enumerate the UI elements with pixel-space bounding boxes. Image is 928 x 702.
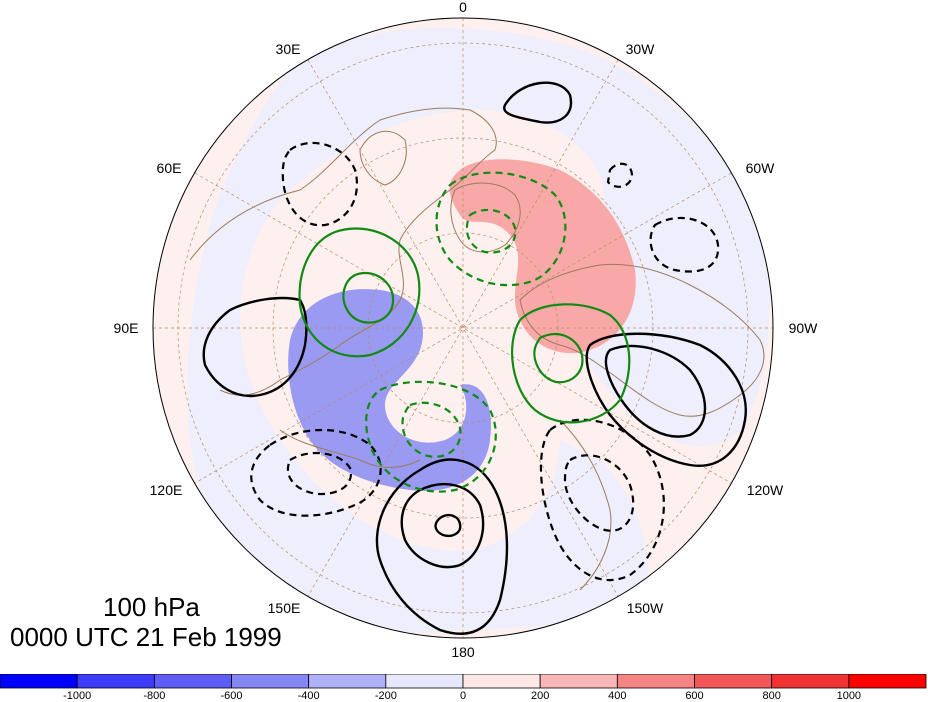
graticule — [153, 18, 773, 638]
contour-west-siberia — [202, 296, 308, 398]
contour-europe-low — [281, 141, 359, 227]
colorbar-tick-label: -800 — [143, 690, 165, 702]
colorbar-tick-label: -600 — [220, 690, 242, 702]
pressure-level-title: 100 hPa — [103, 592, 200, 622]
contour-ural-inner — [342, 272, 395, 324]
contour-pacific-mid — [400, 482, 485, 569]
colorbar: -1000 -800 -600 -400 -200 0 200 400 600 800 1000 — [0, 674, 927, 702]
lon-label-0: 0 — [459, 0, 467, 15]
contour-pacific-inner — [434, 513, 462, 538]
lon-label-60w: 60W — [746, 160, 776, 176]
colorbar-box — [771, 674, 850, 689]
lon-label-180: 180 — [451, 644, 475, 660]
colorbar-tick-label: 200 — [531, 690, 549, 702]
colorbar-box — [694, 674, 773, 689]
black-solid-contours — [202, 81, 747, 635]
lon-label-30e: 30E — [276, 41, 301, 57]
contour-bering-low-inner — [563, 454, 635, 532]
colorbar-box — [462, 674, 541, 689]
coastline-eurasia — [189, 107, 497, 468]
black-dashed-contours — [250, 141, 720, 581]
green-dashed-contours — [365, 171, 567, 493]
colorbar-tick-label: 600 — [685, 690, 703, 702]
contour-arctic-low-inner — [465, 208, 517, 254]
valid-time-title: 0000 UTC 21 Feb 1999 — [10, 622, 282, 652]
green-solid-contours — [298, 227, 631, 424]
colorbar-tick-label: 800 — [762, 690, 780, 702]
contour-canada-inner — [604, 344, 707, 438]
colorbar-tick-label: 400 — [608, 690, 626, 702]
contour-siberia-low-outer — [250, 429, 382, 517]
colorbar-box — [153, 674, 232, 689]
colorbar-box — [385, 674, 464, 689]
colorbar-boxes — [0, 674, 927, 689]
coastline-alaska — [559, 419, 612, 591]
lon-label-30w: 30W — [626, 41, 656, 57]
weak-negative-region — [187, 28, 770, 638]
colorbar-box — [848, 674, 927, 689]
colorbar-box — [0, 674, 78, 689]
contour-bering-low-outer — [539, 418, 665, 581]
lon-label-60e: 60E — [157, 160, 182, 176]
colorbar-box — [76, 674, 155, 689]
positive-anomaly-region — [449, 159, 636, 354]
contour-arctic-low-outer — [435, 171, 567, 287]
lon-label-150w: 150W — [627, 600, 664, 616]
colorbar-box — [539, 674, 618, 689]
contour-canada-low — [649, 216, 720, 273]
colorbar-box — [616, 674, 695, 689]
colorbar-tick-label: -1000 — [63, 690, 91, 702]
colorbar-box — [231, 674, 310, 689]
contour-east-siberia-low-inner — [401, 401, 462, 458]
lon-label-90w: 90W — [789, 320, 819, 336]
colorbar-tick-label: 1000 — [837, 690, 861, 702]
colorbar-tick-label: -400 — [298, 690, 320, 702]
contour-ural-outer — [298, 227, 421, 358]
contour-east-siberia-low-outer — [365, 380, 497, 493]
colorbar-box — [308, 674, 387, 689]
lon-label-120w: 120W — [747, 482, 784, 498]
contour-canada-outer — [585, 332, 747, 467]
coastline-scandinavia — [359, 130, 407, 186]
lon-label-150e: 150E — [268, 600, 301, 616]
map-disc — [153, 18, 773, 638]
coastline-greenland — [450, 182, 521, 253]
contour-north-atlantic — [503, 81, 573, 124]
contour-pacific-outer — [375, 458, 509, 635]
lon-label-90e: 90E — [114, 320, 139, 336]
colorbar-tick-label: -200 — [375, 690, 397, 702]
colorbar-tick-labels: -1000 -800 -600 -400 -200 0 200 400 600 800 1000 — [63, 690, 861, 702]
contour-siberia-low-inner — [286, 452, 353, 496]
colorbar-tick-label: 0 — [460, 690, 466, 702]
negative-anomaly-region — [288, 289, 491, 491]
map-border — [152, 17, 774, 639]
contour-baffin-outer — [510, 303, 631, 424]
contour-baffin-inner — [533, 332, 584, 384]
lon-label-120e: 120E — [150, 482, 183, 498]
